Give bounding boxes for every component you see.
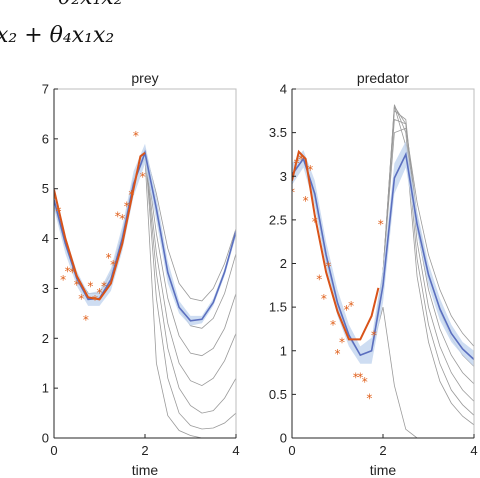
equation-fragment-2: x₂ + θ₄x₁x₂ — [0, 23, 114, 48]
x-axis-label: time — [132, 462, 159, 478]
y-tick-label: 3 — [42, 281, 49, 296]
sample-trajectory-5 — [292, 106, 474, 426]
observation-point: * — [110, 258, 116, 272]
y-tick-label: 2 — [42, 331, 49, 346]
observation-point: * — [128, 188, 134, 202]
observation-point: * — [119, 212, 125, 226]
observation-point: * — [78, 292, 84, 306]
observation-point: * — [115, 210, 121, 224]
sample-trajectory-3 — [292, 105, 474, 402]
x-tick-label: 4 — [232, 443, 239, 458]
chart-title: prey — [131, 70, 158, 86]
equation-line-2: x₂ + θ₄x₁x₂ — [0, 23, 114, 48]
observation-point: * — [60, 273, 66, 287]
observation-point: * — [321, 292, 327, 306]
x-tick-label: 0 — [288, 443, 295, 458]
y-tick-label: 1 — [42, 381, 49, 396]
observation-point: * — [330, 318, 336, 332]
observation-point: * — [106, 251, 112, 265]
y-tick-label: 3 — [280, 169, 287, 184]
y-tick-label: 0 — [280, 431, 287, 446]
chart-title: predator — [357, 70, 409, 86]
y-tick-label: 1 — [280, 343, 287, 358]
sample-trajectory-2 — [292, 110, 474, 385]
posterior-mean-line — [292, 151, 474, 361]
observation-point: * — [298, 152, 304, 166]
predator-chart: predator time ********************00.511… — [269, 70, 478, 478]
observation-point: * — [289, 185, 295, 199]
observation-point: * — [316, 273, 322, 287]
observation-point: * — [362, 375, 368, 389]
observation-point: * — [69, 265, 75, 279]
observation-point: * — [83, 313, 89, 327]
observation-point: * — [92, 293, 98, 307]
y-tick-label: 4 — [42, 231, 49, 246]
equation-line-1: θ₂x₁x₂ — [58, 0, 123, 10]
y-tick-label: 0 — [42, 431, 49, 446]
x-tick-label: 2 — [379, 443, 386, 458]
observation-point: * — [325, 260, 331, 274]
sample-trajectory-3 — [54, 149, 236, 387]
observation-point: * — [133, 129, 139, 143]
credible-band — [292, 141, 474, 367]
plot-area: ******************** — [289, 104, 474, 438]
observation-point: * — [65, 264, 71, 278]
observation-point: * — [339, 336, 345, 350]
observation-point: * — [312, 215, 318, 229]
observation-point: * — [344, 303, 350, 317]
x-tick-label: 2 — [141, 443, 148, 458]
y-tick-label: 2 — [280, 256, 287, 271]
y-tick-label: 5 — [42, 181, 49, 196]
y-tick-label: 1.5 — [269, 300, 287, 315]
y-tick-label: 2.5 — [269, 212, 287, 227]
observation-point: * — [335, 347, 341, 361]
y-tick-label: 6 — [42, 131, 49, 146]
axes-box — [53, 88, 237, 439]
x-tick-label: 0 — [50, 443, 57, 458]
fitted-line — [292, 149, 380, 341]
observation-point: * — [101, 279, 107, 293]
sample-trajectory-4 — [292, 104, 474, 416]
observation-point: * — [294, 157, 300, 171]
observation-point: * — [353, 370, 359, 384]
observation-point: * — [124, 200, 130, 214]
axes-box — [291, 88, 475, 439]
x-axis-label: time — [370, 462, 397, 478]
y-tick-label: 0.5 — [269, 387, 287, 402]
observation-point: * — [87, 279, 93, 293]
observation-point: * — [303, 194, 309, 208]
observation-point: * — [56, 205, 62, 219]
observation-point: * — [371, 329, 377, 343]
observation-point: * — [378, 218, 384, 232]
observation-point: * — [51, 193, 57, 207]
observation-point: * — [357, 370, 363, 384]
plot-area: ******************** — [51, 129, 236, 438]
observation-point: * — [74, 278, 80, 292]
y-tick-label: 4 — [280, 82, 287, 97]
y-tick-label: 7 — [42, 82, 49, 97]
fitted-line — [54, 152, 146, 301]
observation-point: * — [348, 299, 354, 313]
observation-point: * — [307, 163, 313, 177]
observation-point: * — [140, 170, 146, 184]
prey-chart: prey time ********************0123456702… — [42, 70, 240, 478]
equation-fragment-1: θ₂x₁x₂ — [58, 0, 123, 10]
observation-point: * — [97, 286, 103, 300]
y-tick-label: 3.5 — [269, 125, 287, 140]
observation-point: * — [366, 391, 372, 405]
x-tick-label: 4 — [470, 443, 477, 458]
